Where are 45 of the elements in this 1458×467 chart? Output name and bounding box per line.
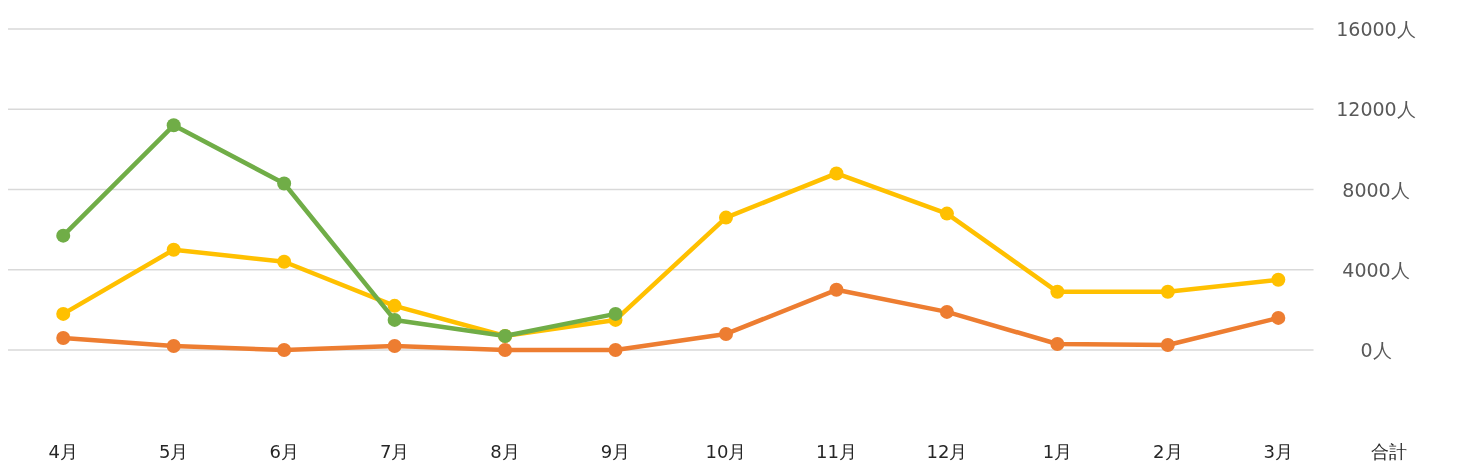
x-tick-label: 8月	[490, 440, 520, 462]
x-tick-label: 7月	[379, 440, 410, 462]
x-tick-label: 3月	[1263, 440, 1294, 462]
point	[1050, 284, 1065, 299]
point	[719, 326, 733, 341]
point	[166, 338, 181, 353]
point	[1160, 337, 1175, 352]
point	[1271, 272, 1286, 287]
x-tick-label: 5月	[158, 440, 189, 462]
x-tick-label: 4月	[48, 440, 78, 462]
point	[1050, 336, 1065, 351]
point	[387, 312, 402, 327]
point	[608, 343, 623, 357]
x-tick-label: 1月	[1042, 440, 1073, 462]
point	[829, 166, 844, 181]
y-tick-label: 16000人	[1336, 18, 1416, 40]
x-tick-label: 12月	[926, 440, 968, 462]
y-tick-label: 4000人	[1342, 258, 1410, 281]
point	[387, 338, 402, 353]
point	[56, 306, 71, 321]
point	[166, 118, 181, 133]
point	[56, 330, 71, 345]
y-tick-label: 0人	[1360, 339, 1392, 361]
point	[277, 343, 292, 357]
x-tick-label: 10月	[705, 440, 747, 462]
point	[166, 242, 181, 257]
point	[939, 304, 954, 319]
point	[277, 176, 292, 191]
point	[608, 306, 623, 321]
x-tick-label: 11月	[816, 440, 857, 462]
y-tick-label: 12000人	[1336, 98, 1416, 121]
point	[1271, 310, 1286, 325]
point	[277, 254, 292, 269]
point	[498, 343, 513, 357]
point	[56, 228, 71, 243]
x-tick-label: 9月	[600, 440, 631, 462]
x-tick-label: 合計	[1370, 440, 1407, 462]
x-tick-label: 2月	[1153, 440, 1183, 462]
point	[387, 298, 402, 313]
x-tick-label: 6月	[269, 440, 299, 462]
point	[939, 206, 954, 221]
point	[829, 282, 844, 297]
point	[719, 210, 733, 225]
y-tick-label: 8000人	[1342, 178, 1410, 201]
point	[1160, 284, 1175, 299]
